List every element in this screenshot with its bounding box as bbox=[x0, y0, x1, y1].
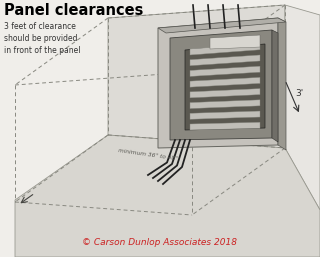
Polygon shape bbox=[190, 66, 260, 76]
Text: 3 feet of clearance
should be provided
in front of the panel: 3 feet of clearance should be provided i… bbox=[4, 22, 81, 55]
Text: minimum 36" to 48": minimum 36" to 48" bbox=[118, 148, 178, 161]
Polygon shape bbox=[272, 30, 278, 142]
Polygon shape bbox=[285, 5, 320, 210]
Polygon shape bbox=[210, 35, 260, 49]
Polygon shape bbox=[158, 18, 278, 148]
Polygon shape bbox=[190, 55, 260, 66]
Polygon shape bbox=[190, 111, 260, 119]
Polygon shape bbox=[158, 18, 286, 33]
Polygon shape bbox=[185, 44, 265, 130]
Text: © Carson Dunlop Associates 2018: © Carson Dunlop Associates 2018 bbox=[83, 238, 237, 247]
Polygon shape bbox=[190, 44, 260, 55]
Polygon shape bbox=[190, 100, 260, 108]
Text: 3': 3' bbox=[295, 88, 303, 97]
Polygon shape bbox=[190, 77, 260, 87]
Polygon shape bbox=[108, 5, 285, 148]
Text: Panel clearances: Panel clearances bbox=[4, 3, 143, 18]
Polygon shape bbox=[278, 18, 286, 150]
Polygon shape bbox=[170, 30, 272, 140]
Polygon shape bbox=[15, 135, 320, 257]
Polygon shape bbox=[190, 122, 260, 130]
Polygon shape bbox=[190, 89, 260, 98]
